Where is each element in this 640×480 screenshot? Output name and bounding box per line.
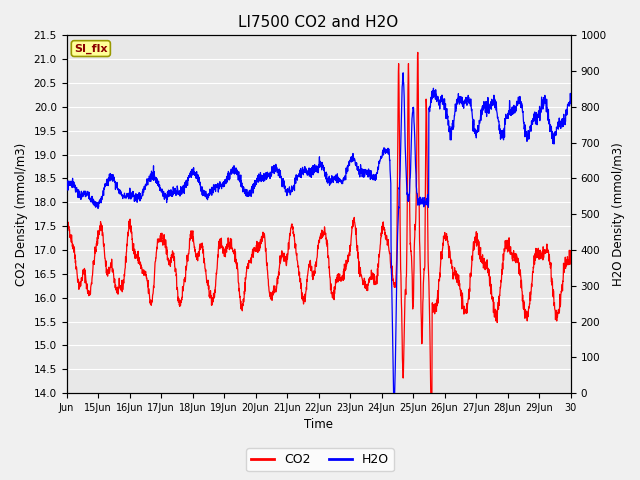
Legend: CO2, H2O: CO2, H2O	[246, 448, 394, 471]
X-axis label: Time: Time	[304, 419, 333, 432]
Y-axis label: CO2 Density (mmol/m3): CO2 Density (mmol/m3)	[15, 143, 28, 286]
Y-axis label: H2O Density (mmol/m3): H2O Density (mmol/m3)	[612, 143, 625, 286]
Title: LI7500 CO2 and H2O: LI7500 CO2 and H2O	[239, 15, 399, 30]
Text: SI_flx: SI_flx	[74, 43, 108, 54]
